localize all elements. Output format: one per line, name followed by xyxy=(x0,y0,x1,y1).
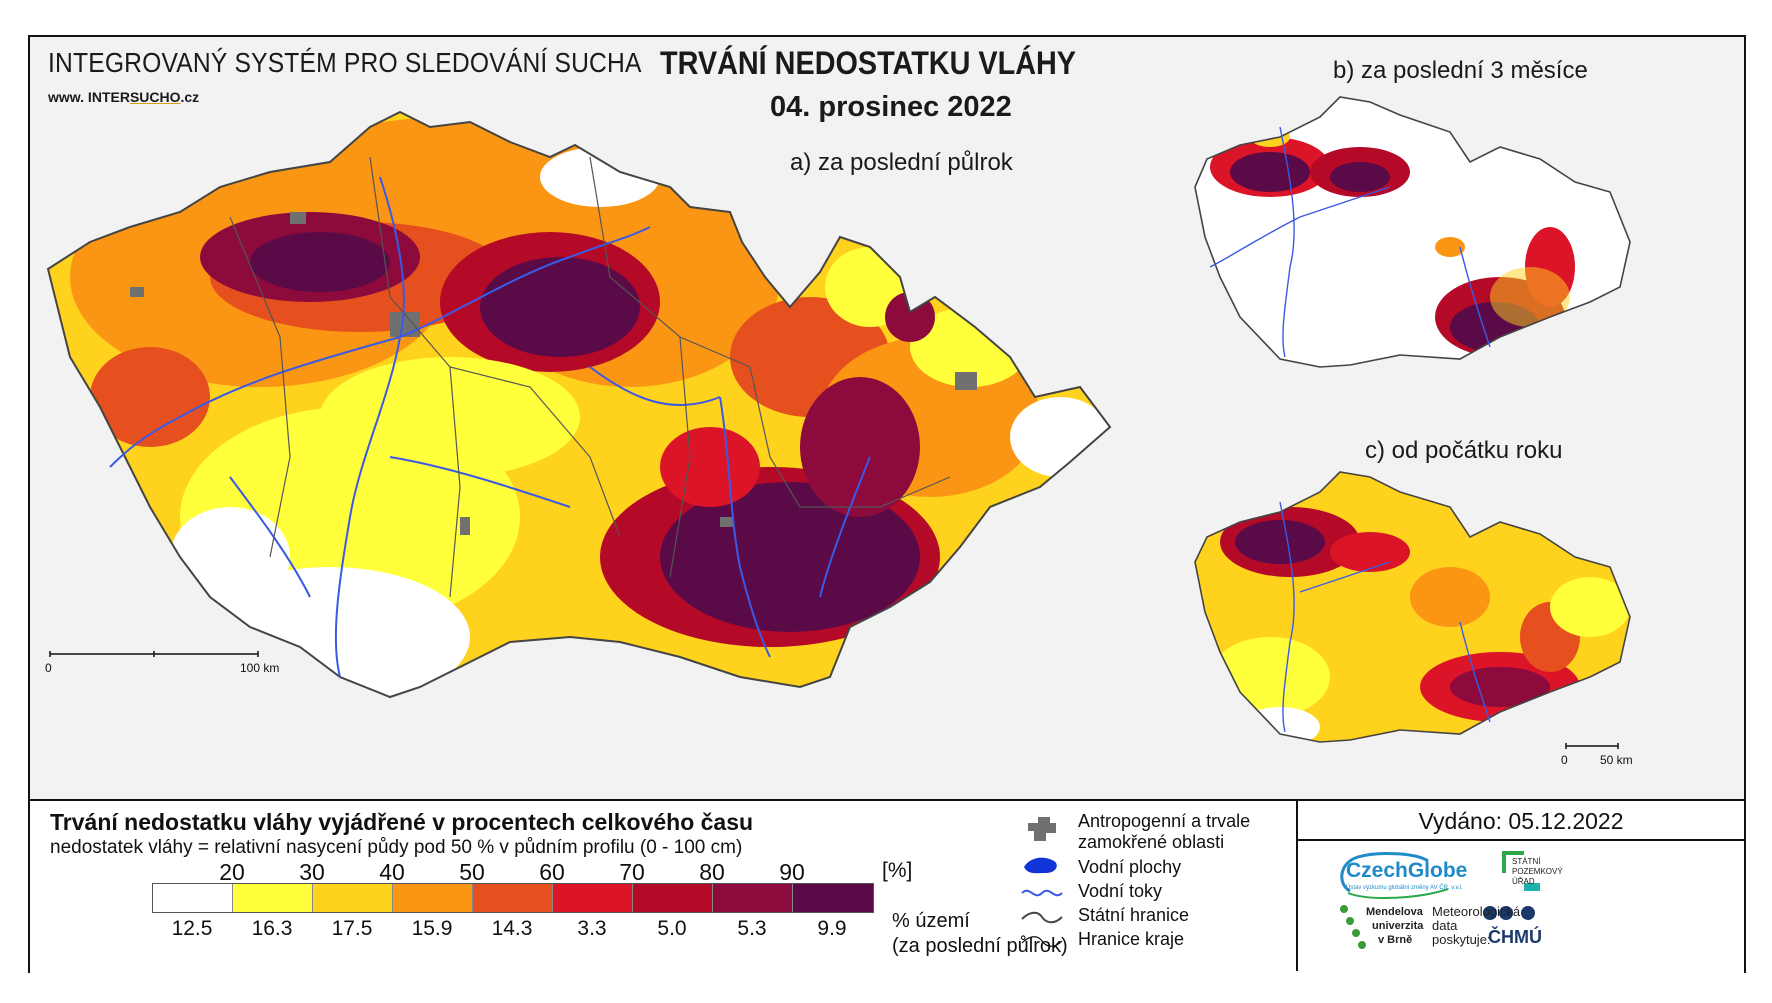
map-b-state-border xyxy=(1194,96,1631,368)
logos-box: CzechGlobe Ústav výzkumu globální změny … xyxy=(1296,841,1744,971)
legend-bin-5 xyxy=(553,884,633,912)
legend-territory-values: 12.5 16.3 17.5 15.9 14.3 3.3 5.0 5.3 9.9 xyxy=(30,801,930,971)
map-date: 04. prosinec 2022 xyxy=(770,91,1012,123)
legend-threshold-90: 90 xyxy=(779,859,805,885)
legend-bin-7 xyxy=(713,884,793,912)
legend-bin-4 xyxy=(473,884,553,912)
legend-territory-value-4: 14.3 xyxy=(491,917,533,940)
scale-a-end: 100 km xyxy=(240,661,280,675)
system-name: INTEGROVANÝ SYSTÉM PRO SLEDOVÁNÍ SUCHA xyxy=(48,47,642,78)
legend-subtitle: nedostatek vláhy = relativní nasycení pů… xyxy=(50,837,743,858)
legend-color-bar xyxy=(152,883,874,913)
map-c-label: c) od počátku roku xyxy=(1365,437,1563,464)
river-icon xyxy=(1021,889,1063,897)
spu-logo-icon xyxy=(1502,851,1524,855)
legend-territory-value-3: 15.9 xyxy=(411,917,453,940)
legend-territory-value-0: 12.5 xyxy=(171,917,213,940)
map-a-label: a) za poslední půlrok xyxy=(790,149,1013,176)
mendel-logo-icon xyxy=(1340,905,1348,913)
czechglobe-logo-icon xyxy=(1340,852,1429,893)
scale-c-zero: 0 xyxy=(1561,753,1568,767)
region-border-icon xyxy=(1021,936,1063,947)
map-frame: INTEGROVANÝ SYSTÉM PRO SLEDOVÁNÍ SUCHA w… xyxy=(28,35,1746,973)
legend-territory-value-1: 16.3 xyxy=(251,917,293,940)
chmu-logo-icon xyxy=(1483,906,1497,920)
map-area: INTEGROVANÝ SYSTÉM PRO SLEDOVÁNÍ SUCHA w… xyxy=(30,37,1744,799)
map-a xyxy=(48,112,1110,697)
map-a-state-border xyxy=(46,110,1112,699)
legend-title: Trvání nedostatku vláhy vyjádřené v proc… xyxy=(50,809,754,835)
meteo-data-label: Meteorologická data poskytuje: xyxy=(1432,904,1521,947)
legend-bin-2 xyxy=(313,884,393,912)
legend-threshold-80: 80 xyxy=(699,859,725,885)
intersucho-link[interactable]: www. INTERSUCHO.cz xyxy=(48,89,200,105)
symbol-legend-icons xyxy=(1021,817,1063,947)
legend-threshold-20: 20 xyxy=(219,859,245,885)
legend-bin-0 xyxy=(153,884,233,912)
scale-c-end: 50 km xyxy=(1600,753,1633,767)
map-a-scale-bar xyxy=(49,651,259,657)
map-b-label: b) za poslední 3 měsíce xyxy=(1333,57,1588,84)
legend-threshold-50: 50 xyxy=(459,859,485,885)
scale-a-zero: 0 xyxy=(45,661,52,675)
chmu-name: ČHMÚ xyxy=(1488,927,1542,947)
map-c-rivers xyxy=(1279,501,1491,733)
spu-name: STÁTNÍ POZEMKOVÝ ÚŘAD xyxy=(1512,857,1563,886)
legend-territory-value-7: 5.3 xyxy=(737,917,767,940)
czechglobe-name: CzechGlobe xyxy=(1346,859,1468,882)
symbol-region-border-label: Hranice kraje xyxy=(1078,929,1185,949)
symbol-water-label: Vodní plochy xyxy=(1078,857,1182,877)
legend-territory-label: % území (za poslední půlrok) xyxy=(892,910,1068,957)
legend-bin-8 xyxy=(793,884,873,912)
legend-territory-value-2: 17.5 xyxy=(331,917,373,940)
legend-bin-6 xyxy=(633,884,713,912)
map-title: TRVÁNÍ NEDOSTATKU VLÁHY xyxy=(660,45,1077,81)
map-b xyxy=(1195,97,1630,367)
issued-date: Vydáno: 05.12.2022 xyxy=(1296,801,1744,841)
state-border-icon xyxy=(1021,911,1063,924)
map-c-scale-bar xyxy=(1565,743,1619,749)
legend-territory-value-6: 5.0 xyxy=(657,917,687,940)
symbol-river-label: Vodní toky xyxy=(1078,881,1163,901)
legend-territory-value-5: 3.3 xyxy=(577,917,607,940)
logos-graphics xyxy=(1340,851,1540,949)
legend-bin-3 xyxy=(393,884,473,912)
legend-bin-1 xyxy=(233,884,313,912)
legend-threshold-40: 40 xyxy=(379,859,405,885)
legend-threshold-30: 30 xyxy=(299,859,325,885)
legend-area: Trvání nedostatku vláhy vyjádřené v proc… xyxy=(30,799,1744,973)
legend-threshold-70: 70 xyxy=(619,859,645,885)
czechglobe-subtitle: Ústav výzkumu globální změny AV ČR, v.v.… xyxy=(1346,885,1463,891)
symbol-state-border-label: Státní hranice xyxy=(1078,905,1190,925)
urban-icon xyxy=(1028,817,1056,841)
symbol-urban-label: Antropogenní a trvale zamokřené oblasti xyxy=(1078,811,1251,852)
legend-territory-value-8: 9.9 xyxy=(817,917,847,940)
mendel-name: Mendelova univerzita v Brně xyxy=(1366,906,1424,946)
water-body-icon xyxy=(1024,857,1057,874)
legend-unit: [%] xyxy=(882,859,913,882)
map-svg xyxy=(46,96,1631,749)
legend-thresholds: 20 30 40 50 60 70 80 90 xyxy=(30,801,930,971)
map-a-rivers xyxy=(109,176,871,678)
map-c xyxy=(1195,472,1630,742)
map-c-state-border xyxy=(1194,471,1631,743)
map-a-region-borders xyxy=(229,156,951,598)
map-b-rivers xyxy=(1209,126,1491,358)
legend-threshold-60: 60 xyxy=(539,859,565,885)
